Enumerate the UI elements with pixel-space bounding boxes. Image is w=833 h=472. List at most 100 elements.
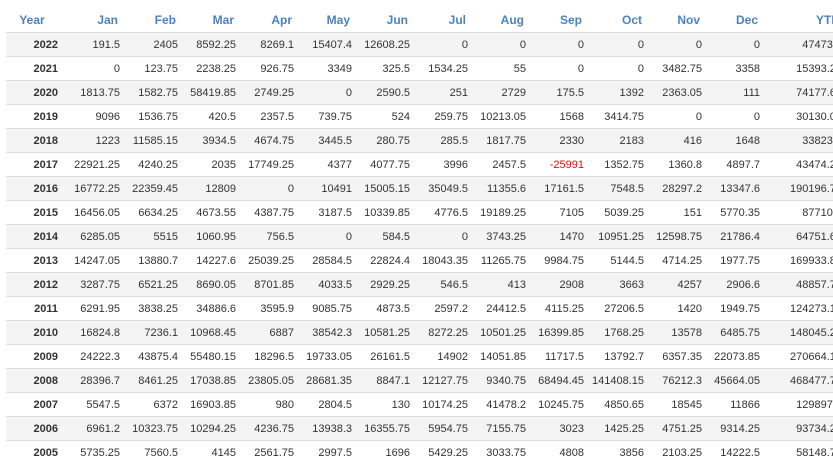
table-row: 2005 5735.25 7560.5 4145 2561.75 2997.5 1696 54…	[6, 440, 833, 465]
month-value-cell: 8690.05	[184, 272, 242, 297]
month-value-cell: 13880.7	[126, 248, 184, 273]
ytd-cell: 129897.7	[766, 392, 833, 417]
month-value-cell: 3934.5	[184, 128, 242, 153]
month-value-cell: 739.75	[300, 104, 358, 129]
month-value-cell: 4257	[650, 272, 708, 297]
month-value-cell: 259.75	[416, 104, 474, 129]
month-value-cell: 1648	[708, 128, 766, 153]
month-value-cell: 15005.15	[358, 176, 416, 201]
month-value-cell: 413	[474, 272, 532, 297]
month-value-cell: 1817.75	[474, 128, 532, 153]
month-value-cell: 6634.25	[126, 200, 184, 225]
month-value-cell: 8592.25	[184, 32, 242, 57]
month-value-cell: 251	[416, 80, 474, 105]
month-value-cell: 420.5	[184, 104, 242, 129]
month-value-cell: 19733.05	[300, 344, 358, 369]
ytd-cell: 48857.75	[766, 272, 833, 297]
month-value-cell: 10174.25	[416, 392, 474, 417]
month-value-cell: 12127.75	[416, 368, 474, 393]
month-value-cell: 14222.5	[708, 440, 766, 465]
month-value-cell: 0	[416, 224, 474, 249]
table-row: 2015 16456.05 6634.25 4673.55 4387.75 3187.5 1…	[6, 200, 833, 225]
month-value-cell: 6291.95	[66, 296, 126, 321]
month-value-cell: 6485.75	[708, 320, 766, 345]
table-row: 2022 191.5 2405 8592.25 8269.1 15407.4 12608.2…	[6, 32, 833, 57]
month-value-cell: 2929.25	[358, 272, 416, 297]
month-value-cell: 3023	[532, 416, 590, 441]
month-value-cell: 16772.25	[66, 176, 126, 201]
month-value-cell: 5515	[126, 224, 184, 249]
month-value-cell: 10581.25	[358, 320, 416, 345]
month-value-cell: 2183	[590, 128, 650, 153]
month-value-cell: 5735.25	[66, 440, 126, 465]
month-value-cell: 11585.15	[126, 128, 184, 153]
month-value-cell: 1768.25	[590, 320, 650, 345]
month-value-cell: 1425.25	[590, 416, 650, 441]
month-value-cell: 5144.5	[590, 248, 650, 273]
returns-table-container: Year Jan Feb Mar Apr May Jun Jul Aug Sep Oct Nov Dec…	[6, 8, 833, 465]
month-value-cell: 11717.5	[532, 344, 590, 369]
month-value-cell: 3482.75	[650, 56, 708, 81]
month-value-cell: 3287.75	[66, 272, 126, 297]
ytd-cell: 58148.75	[766, 440, 833, 465]
table-row: 2016 16772.25 22359.45 12809 0 10491 15005.15 3…	[6, 176, 833, 201]
month-value-cell: 0	[532, 56, 590, 81]
table-row: 2013 14247.05 13880.7 14227.6 25039.25 28584.…	[6, 248, 833, 273]
month-value-cell: -25991	[532, 152, 590, 177]
month-value-cell: 524	[358, 104, 416, 129]
month-value-cell: 3996	[416, 152, 474, 177]
month-value-cell: 123.75	[126, 56, 184, 81]
month-value-cell: 3856	[590, 440, 650, 465]
month-value-cell: 10294.25	[184, 416, 242, 441]
month-value-cell: 43875.4	[126, 344, 184, 369]
column-header-jan: Jan	[66, 8, 126, 33]
month-value-cell: 15407.4	[300, 32, 358, 57]
month-value-cell: 14902	[416, 344, 474, 369]
month-value-cell: 28396.7	[66, 368, 126, 393]
month-value-cell: 0	[300, 80, 358, 105]
ytd-cell: 169933.85	[766, 248, 833, 273]
column-header-jun: Jun	[358, 8, 416, 33]
month-value-cell: 10245.75	[532, 392, 590, 417]
month-value-cell: 1949.75	[708, 296, 766, 321]
ytd-cell: 270664.15	[766, 344, 833, 369]
month-value-cell: 7155.75	[474, 416, 532, 441]
monthly-returns-table: Year Jan Feb Mar Apr May Jun Jul Aug Sep Oct Nov Dec…	[6, 8, 833, 465]
month-value-cell: 18296.5	[242, 344, 300, 369]
month-value-cell: 3349	[300, 56, 358, 81]
month-value-cell: 4033.5	[300, 272, 358, 297]
month-value-cell: 17749.25	[242, 152, 300, 177]
table-row: 2009 24222.3 43875.4 55480.15 18296.5 19733.0…	[6, 344, 833, 369]
month-value-cell: 2363.05	[650, 80, 708, 105]
column-header-sep: Sep	[532, 8, 590, 33]
month-value-cell: 0	[590, 56, 650, 81]
month-value-cell: 13938.3	[300, 416, 358, 441]
month-value-cell: 4145	[184, 440, 242, 465]
month-value-cell: 10213.05	[474, 104, 532, 129]
month-value-cell: 3033.75	[474, 440, 532, 465]
ytd-cell: 74177.65	[766, 80, 833, 105]
month-value-cell: 55	[474, 56, 532, 81]
month-value-cell: 4897.7	[708, 152, 766, 177]
ytd-cell: 47473.5	[766, 32, 833, 57]
month-value-cell: 28681.35	[300, 368, 358, 393]
month-value-cell: 0	[708, 104, 766, 129]
month-value-cell: 7105	[532, 200, 590, 225]
month-value-cell: 4240.25	[126, 152, 184, 177]
month-value-cell: 24222.3	[66, 344, 126, 369]
month-value-cell: 1582.75	[126, 80, 184, 105]
month-value-cell: 9340.75	[474, 368, 532, 393]
month-value-cell: 5547.5	[66, 392, 126, 417]
column-header-jul: Jul	[416, 8, 474, 33]
month-value-cell: 0	[590, 32, 650, 57]
month-value-cell: 28297.2	[650, 176, 708, 201]
month-value-cell: 1392	[590, 80, 650, 105]
month-value-cell: 27206.5	[590, 296, 650, 321]
month-value-cell: 10491	[300, 176, 358, 201]
table-row: 2007 5547.5 6372 16903.85 980 2804.5 130 10174.…	[6, 392, 833, 417]
month-value-cell: 0	[474, 32, 532, 57]
month-value-cell: 8272.25	[416, 320, 474, 345]
month-value-cell: 68494.45	[532, 368, 590, 393]
month-value-cell: 10339.85	[358, 200, 416, 225]
month-value-cell: 584.5	[358, 224, 416, 249]
